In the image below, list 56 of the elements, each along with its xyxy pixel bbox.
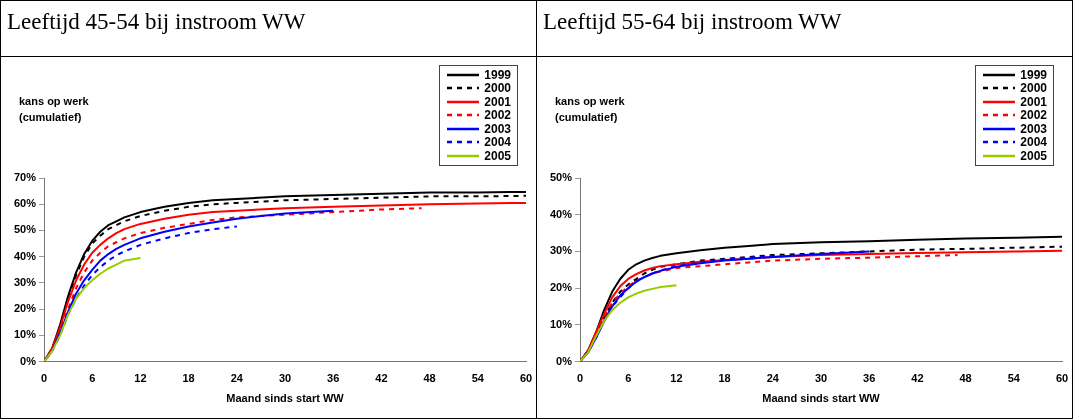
y-tick-label: 50% (549, 171, 573, 184)
x-tick-label: 54 (1007, 372, 1021, 385)
x-tick-label: 0 (576, 372, 584, 385)
y-tick-label: 50% (13, 223, 37, 236)
y-axis-title: kans op werk (cumulatief) (19, 94, 90, 125)
y-tick-label: 40% (13, 249, 37, 262)
legend-label: 2002 (1020, 108, 1047, 123)
y-tick-label: 20% (549, 281, 573, 294)
y-tick-label: 30% (549, 244, 573, 257)
legend-label: 2001 (484, 94, 511, 109)
x-tick-label: 30 (278, 372, 292, 385)
x-tick-label: 24 (230, 372, 244, 385)
x-tick-label: 48 (959, 372, 972, 385)
y-tick-label: 70% (13, 171, 37, 184)
y-tick-label: 30% (13, 275, 37, 288)
y-tick-label: 0% (20, 354, 37, 367)
legend-label: 2004 (1020, 135, 1047, 150)
legend-label: 2000 (1020, 81, 1047, 96)
x-tick-label: 36 (327, 372, 340, 385)
x-tick-label: 54 (471, 372, 485, 385)
chart-title: Leeftijd 45-54 bij instroom WW (1, 1, 536, 57)
y-tick-label: 20% (13, 302, 37, 315)
x-tick-label: 42 (911, 372, 924, 385)
legend-label: 2002 (484, 108, 511, 123)
x-tick-label: 30 (814, 372, 828, 385)
y-tick-label: 60% (13, 197, 37, 210)
x-tick-label: 18 (718, 372, 731, 385)
x-tick-label: 6 (625, 372, 632, 385)
y-tick-label: 0% (556, 354, 573, 367)
x-tick-label: 42 (375, 372, 388, 385)
chart-title: Leeftijd 55-64 bij instroom WW (537, 1, 1072, 57)
y-axis-title: kans op werk (cumulatief) (555, 94, 626, 125)
x-tick-label: 18 (182, 372, 195, 385)
legend-label: 2005 (484, 148, 511, 163)
x-tick-label: 60 (1055, 372, 1069, 385)
x-tick-label: 24 (766, 372, 780, 385)
legend-label: 2003 (1020, 121, 1047, 136)
y-tick-label: 10% (549, 317, 573, 330)
y-tick-label: 10% (13, 328, 37, 341)
x-tick-label: 12 (134, 372, 147, 385)
x-tick-label: 0 (40, 372, 48, 385)
x-axis-title: Maand sinds start WW (762, 392, 881, 405)
x-tick-label: 36 (863, 372, 876, 385)
legend-label: 1999 (484, 67, 511, 82)
legend-label: 2000 (484, 81, 511, 96)
legend-label: 2005 (1020, 148, 1047, 163)
x-axis-title: Maand sinds start WW (226, 392, 345, 405)
legend-label: 2003 (484, 121, 511, 136)
x-tick-label: 48 (423, 372, 436, 385)
x-tick-label: 12 (670, 372, 683, 385)
legend-label: 1999 (1020, 67, 1047, 82)
legend-label: 2001 (1020, 94, 1047, 109)
x-tick-label: 6 (89, 372, 96, 385)
legend-label: 2004 (484, 135, 511, 150)
x-tick-label: 60 (519, 372, 533, 385)
y-tick-label: 40% (549, 207, 573, 220)
